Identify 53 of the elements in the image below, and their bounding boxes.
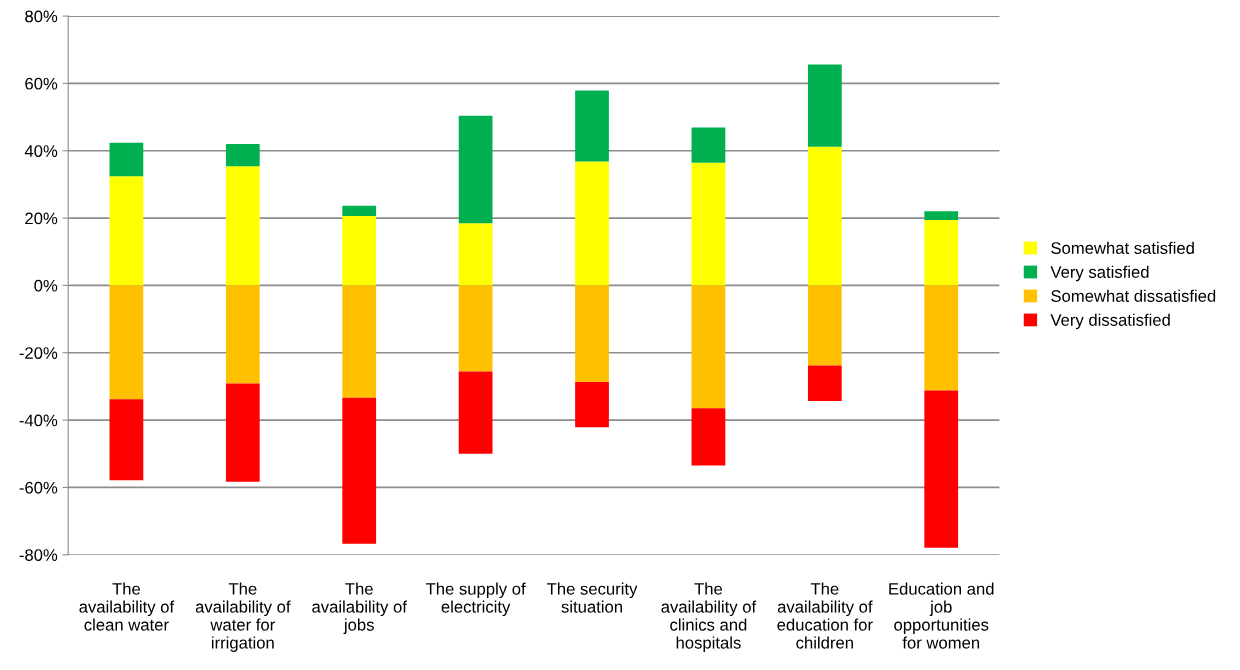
y-tick-label: -20% xyxy=(19,347,58,359)
x-tick-label: The availability of jobs xyxy=(312,582,407,634)
bar xyxy=(807,285,842,366)
bar xyxy=(807,365,842,401)
bar xyxy=(109,142,144,177)
bar xyxy=(342,205,377,217)
bar xyxy=(225,166,260,286)
bar xyxy=(458,371,493,454)
bar xyxy=(924,220,959,286)
bar xyxy=(924,285,959,391)
bar xyxy=(225,383,260,482)
y-tick-label: 20% xyxy=(25,212,58,225)
bar xyxy=(109,285,144,400)
y-tick-label: -80% xyxy=(19,549,58,561)
bar xyxy=(924,211,959,221)
legend-label: Very dissatisfied xyxy=(1050,313,1170,330)
bar xyxy=(691,162,726,286)
x-tick-label: The supply of electricity xyxy=(425,582,526,617)
bar xyxy=(109,399,144,481)
bar xyxy=(342,216,377,286)
bar xyxy=(924,390,959,548)
bar xyxy=(807,146,842,286)
bar xyxy=(575,161,609,286)
bar xyxy=(458,285,493,372)
x-tick-label: The availability of clinics and hospitals xyxy=(661,582,757,652)
bar xyxy=(225,144,260,167)
bar xyxy=(458,223,493,286)
y-tick-label: 40% xyxy=(24,145,58,157)
x-tick-label: Education and job opportunities for women xyxy=(889,582,994,649)
y-tick-label: 60% xyxy=(25,77,58,90)
bar xyxy=(575,285,609,383)
legend-label: Somewhat dissatisfied xyxy=(1051,289,1216,302)
y-tick-label: -40% xyxy=(19,414,58,427)
bar xyxy=(342,285,377,398)
bar xyxy=(458,115,493,224)
bar xyxy=(225,285,260,384)
y-tick-label: 0% xyxy=(34,279,58,292)
legend-label: Somewhat satisfied xyxy=(1051,241,1194,254)
bar xyxy=(691,408,726,466)
bar xyxy=(575,382,609,428)
bar xyxy=(807,64,842,147)
bar xyxy=(691,285,726,409)
y-tick-label: -60% xyxy=(19,481,58,494)
x-tick-label: The security situation xyxy=(547,582,638,613)
bar xyxy=(109,176,144,286)
bar xyxy=(691,127,726,163)
bar xyxy=(575,90,609,162)
legend-label: Very satisfied xyxy=(1050,265,1149,282)
y-tick-label: 80% xyxy=(25,10,58,23)
x-tick-label: The availability of water for irrigation xyxy=(195,582,291,652)
x-tick-label: The availability of clean water xyxy=(79,582,175,631)
x-tick-label: The availability of education for children xyxy=(777,582,873,649)
bar xyxy=(342,397,377,544)
